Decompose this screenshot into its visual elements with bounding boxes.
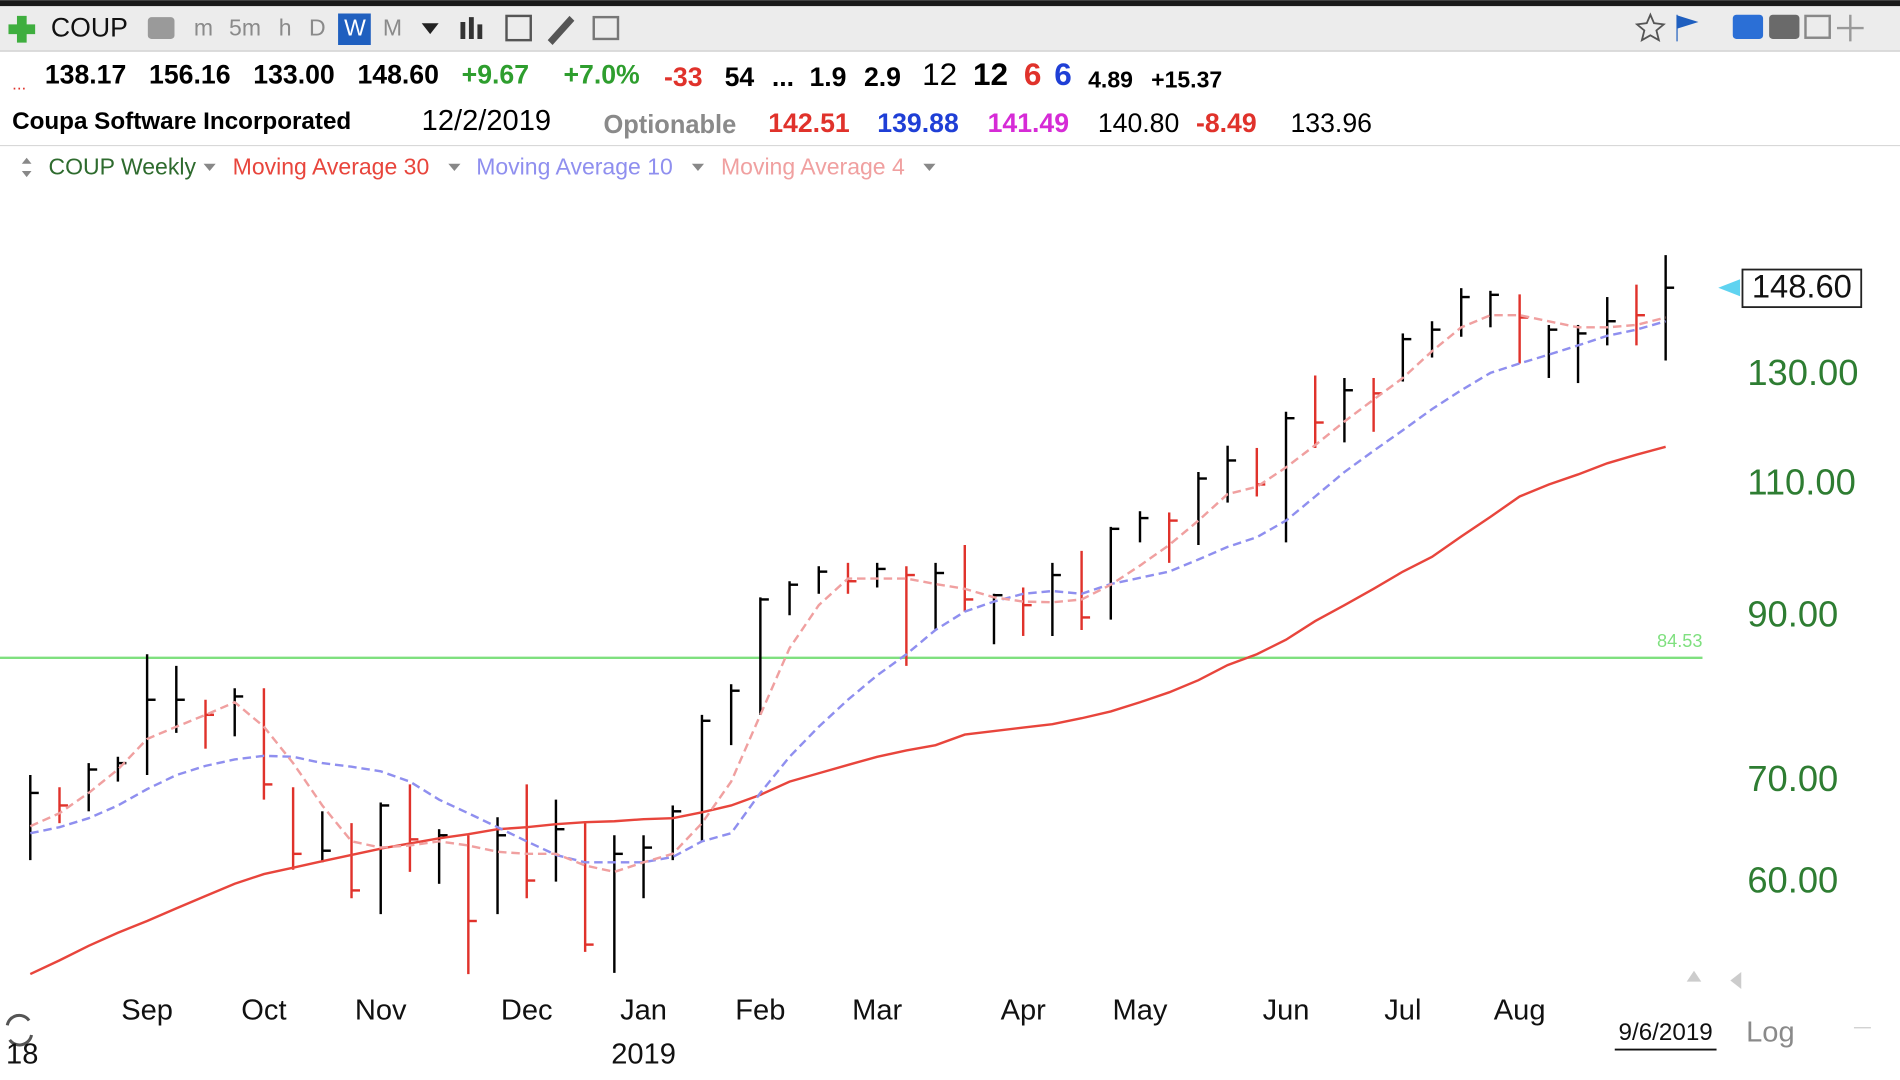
interval[interactable]: h: [279, 14, 292, 40]
year-label: 18: [6, 1038, 38, 1070]
info-value: 140.80: [1098, 108, 1179, 138]
x-tick-label: Sep: [121, 995, 173, 1027]
flag-icon[interactable]: [1676, 14, 1699, 42]
dropdown-icon[interactable]: [421, 23, 439, 35]
quote-low: 133.00: [253, 60, 334, 90]
y-tick-label: 90.00: [1747, 593, 1838, 634]
company-name: Coupa Software Incorporated: [12, 108, 351, 135]
moving-average: [30, 320, 1666, 864]
last-price-label: 148.60: [1752, 268, 1852, 305]
quote-field: 6: [1054, 56, 1072, 92]
quote-high: 156.16: [149, 60, 230, 90]
interval[interactable]: m: [194, 14, 213, 40]
quote-field: 2.9: [864, 62, 901, 92]
y-tick-label: 110.00: [1747, 462, 1855, 503]
quote-field: 6: [1024, 56, 1042, 92]
pencil-icon[interactable]: [547, 15, 575, 46]
note-icon[interactable]: [592, 15, 620, 41]
scroll-up[interactable]: [1686, 970, 1702, 982]
quote-field: 4.89: [1088, 66, 1133, 92]
toolbar: [0, 6, 1900, 52]
info-value: 139.88: [877, 108, 958, 138]
legend-dropdown[interactable]: [448, 163, 461, 172]
y-tick-label: 130.00: [1747, 352, 1858, 393]
quote-change: +9.67: [462, 60, 529, 90]
quote-open: 138.17: [45, 60, 126, 90]
info-date: 12/2/2019: [422, 105, 551, 137]
quote-field: 54: [725, 62, 755, 92]
x-tick-label: Apr: [1001, 995, 1047, 1027]
x-tick-label: Aug: [1494, 995, 1546, 1027]
info-value: 142.51: [768, 108, 850, 138]
bars-icon[interactable]: [460, 17, 483, 39]
x-tick-label: Nov: [355, 995, 407, 1027]
tool-icon[interactable]: [147, 17, 175, 39]
x-tick-label: Jul: [1384, 995, 1421, 1027]
star-icon[interactable]: [1634, 12, 1666, 43]
x-tick-label: Dec: [501, 995, 553, 1027]
quote-marker: ...: [12, 74, 26, 93]
scroll-left[interactable]: [1730, 971, 1742, 989]
legend-entry[interactable]: Moving Average 10: [476, 154, 673, 180]
x-tick-label: Jun: [1263, 995, 1310, 1027]
reference-label: 84.53: [1657, 631, 1702, 651]
quote-change-pct: +7.0%: [563, 60, 639, 90]
legend-dropdown[interactable]: [923, 163, 936, 172]
interval[interactable]: M: [383, 14, 402, 40]
x-tick-label: Feb: [735, 995, 785, 1027]
quote-field: +15.37: [1151, 66, 1222, 92]
last-price-box: [1741, 268, 1863, 309]
info-value: 133.96: [1290, 108, 1371, 138]
move-icon[interactable]: [1836, 14, 1864, 42]
moving-average: [29, 445, 1666, 976]
interval[interactable]: 5m: [229, 14, 261, 40]
window-edge: [0, 0, 1900, 7]
legend-dropdown[interactable]: [203, 163, 216, 172]
symbol[interactable]: COUP: [51, 12, 128, 42]
t-icon[interactable]: [1769, 14, 1800, 39]
info-value: 141.49: [988, 108, 1069, 138]
x-tick-label: Mar: [852, 995, 902, 1027]
interval-selected[interactable]: [338, 13, 371, 46]
interval[interactable]: W: [344, 14, 366, 40]
optionable: Optionable: [603, 111, 736, 139]
quote-field: 12: [973, 56, 1008, 92]
save-icon[interactable]: [1804, 14, 1831, 39]
legend-dropdown[interactable]: [691, 163, 705, 172]
sync-icon[interactable]: [5, 1013, 33, 1047]
s-icon[interactable]: [1732, 14, 1764, 39]
legend-entry[interactable]: Moving Average 30: [233, 154, 430, 180]
x-tick-label: Jan: [620, 995, 667, 1027]
quote-field: 12: [922, 56, 957, 92]
moving-average: [29, 314, 1666, 874]
quote-field: ...: [772, 62, 794, 92]
interval[interactable]: D: [309, 14, 326, 40]
quote-field: 1.9: [809, 62, 846, 92]
y-tick-label: 70.00: [1747, 758, 1838, 799]
quote-field: -33: [664, 62, 703, 92]
legend-entry[interactable]: Moving Average 4: [721, 154, 905, 180]
cursor-date: 9/6/2019: [1619, 1019, 1713, 1046]
info-value: -8.49: [1196, 108, 1257, 138]
add-icon[interactable]: [8, 15, 36, 43]
table-icon[interactable]: [505, 14, 532, 42]
legend-handle[interactable]: [21, 157, 32, 178]
x-tick-label: May: [1113, 995, 1168, 1027]
quote-close: 148.60: [357, 60, 438, 90]
year-label: 2019: [611, 1038, 676, 1070]
x-tick-label: Oct: [241, 995, 286, 1027]
y-tick-label: 60.00: [1747, 859, 1838, 900]
last-price-arrow: [1718, 279, 1741, 297]
legend-entry[interactable]: COUP Weekly: [48, 154, 196, 180]
log-toggle[interactable]: Log: [1746, 1016, 1795, 1048]
